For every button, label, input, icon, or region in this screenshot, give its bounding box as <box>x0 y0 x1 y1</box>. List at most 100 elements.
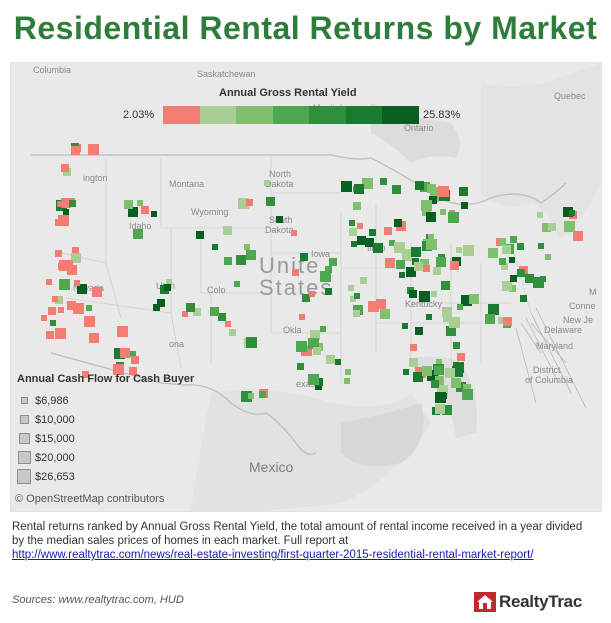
market-mark[interactable] <box>248 393 254 399</box>
market-mark[interactable] <box>41 315 47 321</box>
market-mark[interactable] <box>59 260 70 271</box>
market-mark[interactable] <box>403 369 409 375</box>
market-mark[interactable] <box>503 317 512 326</box>
market-mark[interactable] <box>151 211 157 217</box>
market-mark[interactable] <box>435 392 446 403</box>
market-mark[interactable] <box>210 307 219 316</box>
market-mark[interactable] <box>77 284 87 294</box>
market-mark[interactable] <box>325 288 332 295</box>
market-mark[interactable] <box>360 277 367 284</box>
market-mark[interactable] <box>246 337 257 348</box>
market-mark[interactable] <box>130 351 136 357</box>
market-mark[interactable] <box>341 181 352 192</box>
market-mark[interactable] <box>564 221 575 232</box>
market-mark[interactable] <box>335 359 341 365</box>
market-mark[interactable] <box>443 314 451 322</box>
market-mark[interactable] <box>409 358 418 367</box>
market-mark[interactable] <box>84 316 95 327</box>
market-mark[interactable] <box>435 376 444 385</box>
market-mark[interactable] <box>446 326 456 336</box>
market-mark[interactable] <box>415 327 423 335</box>
market-mark[interactable] <box>315 378 323 386</box>
market-mark[interactable] <box>389 240 395 246</box>
market-mark[interactable] <box>292 269 299 276</box>
market-mark[interactable] <box>412 258 419 265</box>
market-mark[interactable] <box>428 234 434 240</box>
market-mark[interactable] <box>538 243 544 249</box>
market-mark[interactable] <box>488 248 498 258</box>
market-mark[interactable] <box>238 198 249 209</box>
market-mark[interactable] <box>411 247 421 257</box>
market-mark[interactable] <box>117 326 128 337</box>
market-mark[interactable] <box>131 356 139 364</box>
market-mark[interactable] <box>326 355 335 364</box>
market-mark[interactable] <box>461 202 468 209</box>
market-mark[interactable] <box>82 371 89 378</box>
market-mark[interactable] <box>141 206 149 214</box>
market-mark[interactable] <box>164 284 171 291</box>
market-mark[interactable] <box>449 317 460 328</box>
market-mark[interactable] <box>74 280 80 286</box>
market-mark[interactable] <box>421 200 432 211</box>
market-mark[interactable] <box>463 384 471 392</box>
market-mark[interactable] <box>429 196 437 204</box>
market-mark[interactable] <box>422 207 431 216</box>
market-mark[interactable] <box>509 285 516 292</box>
market-mark[interactable] <box>65 260 73 268</box>
market-mark[interactable] <box>128 207 138 217</box>
market-mark[interactable] <box>244 244 250 250</box>
market-mark[interactable] <box>517 243 524 250</box>
market-mark[interactable] <box>61 198 71 208</box>
market-mark[interactable] <box>406 267 416 277</box>
market-mark[interactable] <box>365 238 374 247</box>
market-mark[interactable] <box>426 314 432 320</box>
market-mark[interactable] <box>423 265 430 272</box>
market-mark[interactable] <box>246 199 253 206</box>
market-mark[interactable] <box>376 299 386 309</box>
market-mark[interactable] <box>438 186 449 197</box>
market-mark[interactable] <box>223 226 232 235</box>
market-mark[interactable] <box>415 181 424 190</box>
market-mark[interactable] <box>348 285 354 291</box>
market-mark[interactable] <box>50 320 56 326</box>
market-mark[interactable] <box>48 307 56 315</box>
market-mark[interactable] <box>264 180 270 186</box>
market-mark[interactable] <box>427 370 438 381</box>
market-mark[interactable] <box>431 380 439 388</box>
market-mark[interactable] <box>510 236 517 243</box>
market-mark[interactable] <box>133 229 143 239</box>
market-mark[interactable] <box>350 296 356 302</box>
market-mark[interactable] <box>266 197 275 206</box>
market-mark[interactable] <box>325 266 332 273</box>
market-mark[interactable] <box>437 385 448 396</box>
market-mark[interactable] <box>182 311 188 317</box>
market-mark[interactable] <box>229 329 236 336</box>
market-mark[interactable] <box>569 210 575 216</box>
market-mark[interactable] <box>548 223 556 231</box>
market-mark[interactable] <box>453 342 460 349</box>
market-mark[interactable] <box>457 304 463 310</box>
market-mark[interactable] <box>533 277 544 288</box>
realtytrac-logo[interactable]: RealtyTrac <box>474 592 582 612</box>
rental-yield-map[interactable]: Columbia Saskatchewan Manitoba Quebec On… <box>10 62 602 512</box>
market-mark[interactable] <box>420 259 429 268</box>
market-mark[interactable] <box>469 294 479 304</box>
market-mark[interactable] <box>69 200 76 207</box>
market-mark[interactable] <box>309 291 315 297</box>
market-mark[interactable] <box>431 291 437 297</box>
market-mark[interactable] <box>380 309 390 319</box>
market-mark[interactable] <box>225 321 231 327</box>
market-mark[interactable] <box>373 243 383 253</box>
market-mark[interactable] <box>545 254 551 260</box>
market-mark[interactable] <box>445 368 455 378</box>
market-mark[interactable] <box>113 364 124 375</box>
market-mark[interactable] <box>353 310 360 317</box>
market-mark[interactable] <box>296 341 307 352</box>
market-mark[interactable] <box>456 382 466 392</box>
market-mark[interactable] <box>63 209 69 215</box>
market-mark[interactable] <box>88 144 99 155</box>
market-mark[interactable] <box>349 220 355 226</box>
market-mark[interactable] <box>186 303 195 312</box>
market-mark[interactable] <box>501 263 508 270</box>
market-mark[interactable] <box>409 290 417 298</box>
